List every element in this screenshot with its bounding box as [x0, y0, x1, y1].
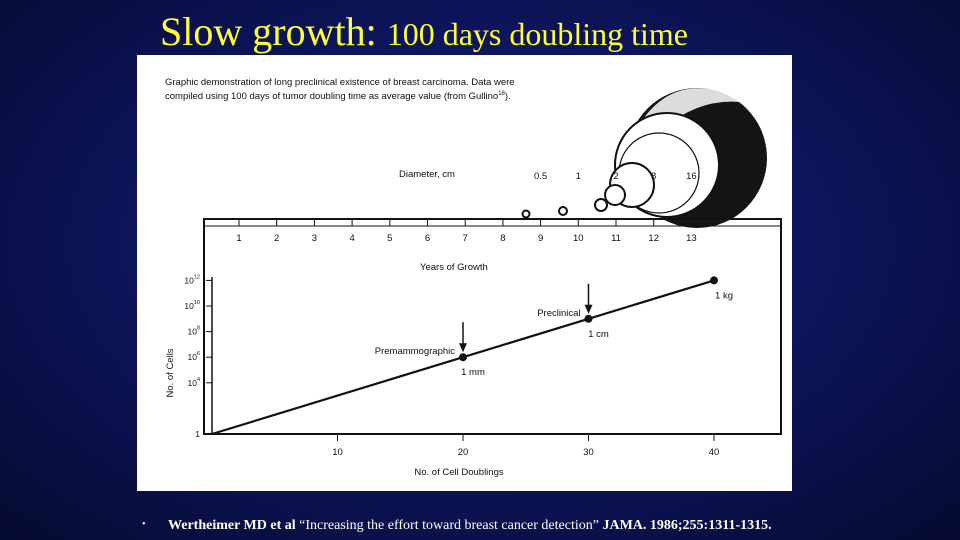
y-tick-base-0: 1	[195, 429, 200, 439]
x-tick-label-40: 40	[709, 447, 720, 458]
title-sub: 100 days doubling time	[386, 16, 688, 52]
year-tick-label-6: 6	[425, 233, 430, 244]
y-tick-label-2: 106	[187, 351, 200, 362]
point-sublabel-2: 1 kg	[715, 290, 733, 301]
tumor-circles	[521, 88, 767, 228]
point-label-1: Preclinical	[537, 308, 580, 319]
years-axis-label: Years of Growth	[420, 262, 488, 273]
y-tick-exp-4: 10	[194, 300, 200, 306]
tumor-circle-2cm	[604, 184, 626, 206]
diameter-label-2: 2	[613, 171, 618, 182]
y-tick-label-1: 104	[187, 377, 200, 388]
y-tick-label-3: 108	[187, 326, 200, 337]
citation-bullet: •	[142, 519, 146, 530]
x-axis-label: No. of Cell Doublings	[414, 467, 503, 478]
diameter-label-16: 16	[686, 171, 697, 182]
point-sublabel-0: 1 mm	[461, 367, 485, 378]
point-sublabel-1: 1 cm	[588, 329, 609, 340]
year-tick-label-9: 9	[538, 233, 543, 244]
y-tick-base-1: 10	[187, 378, 197, 388]
chart-frame	[203, 218, 782, 435]
caption-line-2: compiled using 100 days of tumor doublin…	[165, 91, 511, 102]
diameter-label-8: 8	[651, 171, 656, 182]
citation-title: “Increasing the effort toward breast can…	[299, 518, 599, 533]
tumor-circle-small-a	[558, 206, 568, 216]
y-tick-base-5: 10	[184, 275, 194, 285]
data-point-0	[459, 353, 467, 362]
y-tick-base-2: 10	[187, 352, 197, 362]
y-tick-exp-1: 4	[197, 377, 200, 383]
diameter-label: Diameter, cm	[399, 169, 455, 180]
year-tick-label-8: 8	[500, 233, 505, 244]
caption-line-1: Graphic demonstration of long preclinica…	[165, 77, 515, 88]
caption-line-2-text: compiled using 100 days of tumor doublin…	[165, 91, 498, 102]
diameter-label-1: 1	[576, 171, 581, 182]
x-tick-label-10: 10	[332, 447, 343, 458]
y-tick-exp-2: 6	[197, 351, 200, 357]
year-tick-label-11: 11	[611, 233, 621, 244]
series-line-0	[211, 279, 715, 436]
y-tick-base-4: 10	[184, 301, 194, 311]
x-tick-label-30: 30	[583, 447, 594, 458]
data-point-2	[710, 276, 718, 285]
tumor-circle-1cm	[594, 198, 608, 212]
y-tick-label-5: 1012	[184, 274, 200, 285]
x-tick-label-20: 20	[458, 447, 469, 458]
y-axis-label: No. of Cells	[165, 348, 176, 397]
figure-panel: Graphic demonstration of long preclinica…	[137, 55, 792, 491]
arrow-head-0	[459, 343, 467, 353]
years-axis: 1 2 3 4 5 6 7 8 9 10 11 12 13	[204, 219, 781, 244]
citation: • Wertheimer MD et al “Increasing the eff…	[142, 518, 942, 534]
year-tick-label-4: 4	[349, 233, 354, 244]
year-tick-label-10: 10	[573, 233, 584, 244]
diameter-label-0.5: 0.5	[534, 171, 547, 182]
year-tick-label-3: 3	[312, 233, 317, 244]
y-tick-exp-3: 8	[197, 326, 200, 332]
citation-authors: Wertheimer MD et al	[168, 518, 296, 533]
point-label-0: Premammographic	[375, 346, 455, 357]
caption-end: ).	[505, 91, 511, 102]
year-tick-label-5: 5	[387, 233, 392, 244]
y-tick-exp-5: 12	[194, 274, 200, 280]
year-tick-label-13: 13	[686, 233, 697, 244]
year-tick-label-7: 7	[463, 233, 468, 244]
year-tick-label-1: 1	[236, 233, 241, 244]
series-layer: Premammographic 1 mm Preclinical 1 cm 1 kg	[211, 276, 733, 436]
y-tick-base-3: 10	[187, 327, 197, 337]
citation-source: JAMA. 1986;255:1311-1315.	[602, 518, 772, 533]
x-axis-ticks: 10 20 30 40	[332, 434, 719, 458]
caption-ref: 18	[498, 91, 505, 97]
y-tick-label-0: 1	[195, 429, 200, 439]
year-tick-label-2: 2	[274, 233, 279, 244]
title-main: Slow growth:	[160, 9, 377, 54]
growth-chart: Graphic demonstration of long preclinica…	[165, 77, 782, 478]
tumor-circle-small-b	[521, 209, 531, 219]
data-point-1	[584, 314, 593, 323]
y-tick-label-4: 1010	[184, 300, 200, 311]
arrow-head-1	[584, 304, 593, 314]
year-tick-label-12: 12	[648, 233, 659, 244]
diameter-labels: 0.5 1 2 8 16	[534, 171, 697, 182]
slide-title: Slow growth: 100 days doubling time	[160, 8, 860, 58]
